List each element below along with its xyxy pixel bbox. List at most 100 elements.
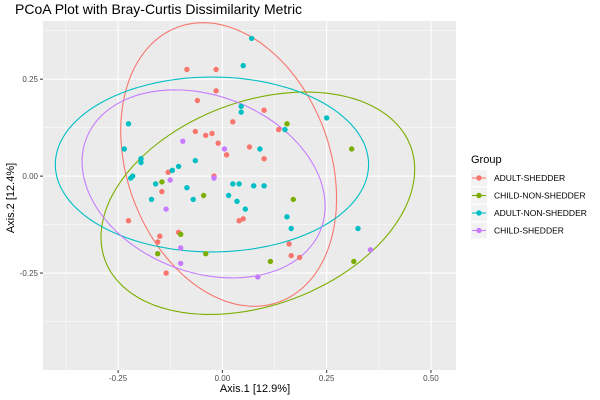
point-adult-non-shedder — [148, 196, 155, 203]
point-adult-non-shedder — [192, 157, 198, 164]
x-tick-label: 0.25 — [319, 374, 335, 383]
point-child-shedder — [180, 138, 186, 144]
point-adult-non-shedder — [234, 198, 240, 204]
point-adult-non-shedder — [284, 214, 290, 220]
point-adult-shedder — [194, 97, 201, 104]
y-axis-ticks: -0.25 0.00 0.25 — [20, 75, 43, 278]
point-adult-shedder — [203, 132, 209, 139]
point-adult-non-shedder — [230, 181, 236, 187]
point-child-non-shedder — [159, 179, 165, 185]
point-adult-shedder — [296, 254, 303, 261]
point-adult-non-shedder — [240, 62, 246, 69]
point-adult-shedder — [125, 218, 132, 224]
point-adult-non-shedder — [324, 115, 330, 121]
point-adult-shedder — [240, 216, 246, 222]
point-adult-shedder — [236, 218, 242, 224]
point-adult-non-shedder — [248, 35, 255, 42]
legend-label: ADULT-SHEDDER — [494, 173, 565, 183]
point-adult-shedder — [230, 119, 236, 125]
point-child-non-shedder — [349, 146, 355, 152]
chart-title: PCoA Plot with Bray-Curtis Dissimilarity… — [15, 1, 302, 17]
y-tick-label: 0.25 — [22, 75, 38, 84]
point-child-shedder — [221, 146, 228, 152]
point-adult-non-shedder — [175, 163, 182, 170]
point-adult-shedder — [215, 140, 221, 146]
point-adult-non-shedder — [121, 146, 128, 152]
point-adult-shedder — [184, 66, 190, 73]
point-adult-non-shedder — [138, 159, 144, 166]
legend-label: ADULT-NON-SHEDDER — [494, 208, 587, 218]
legend-title: Group — [471, 154, 502, 166]
point-adult-shedder — [261, 107, 267, 113]
legend-key-point — [476, 210, 482, 216]
x-axis-title: Axis.1 [12.9%] — [220, 383, 290, 395]
point-adult-non-shedder — [288, 225, 294, 232]
point-adult-non-shedder — [184, 185, 190, 191]
point-child-shedder — [211, 175, 217, 181]
ellipse-child-shedder — [81, 89, 326, 279]
point-adult-shedder — [155, 239, 161, 245]
legend-key-point — [476, 175, 482, 181]
point-adult-shedder — [209, 130, 215, 137]
point-adult-non-shedder — [138, 156, 144, 162]
point-adult-shedder — [276, 126, 282, 133]
legend-key-point — [476, 227, 482, 234]
point-adult-non-shedder — [257, 146, 263, 152]
point-child-shedder — [167, 177, 173, 183]
point-adult-non-shedder — [225, 192, 232, 199]
point-adult-non-shedder — [238, 109, 244, 115]
legend-label: CHILD-SHEDDER — [494, 226, 564, 236]
data-points — [121, 35, 374, 280]
x-tick-label: 0.00 — [215, 374, 231, 383]
point-adult-non-shedder — [261, 183, 267, 189]
point-child-shedder — [178, 260, 184, 267]
point-adult-shedder — [223, 152, 230, 158]
y-tick-label: 0.00 — [22, 172, 38, 181]
point-adult-non-shedder — [236, 181, 242, 187]
point-child-non-shedder — [200, 192, 207, 199]
point-child-non-shedder — [267, 258, 274, 265]
point-adult-non-shedder — [282, 126, 288, 133]
point-child-shedder — [163, 206, 169, 212]
point-child-non-shedder — [290, 196, 296, 203]
point-adult-non-shedder — [152, 181, 159, 187]
x-axis-ticks: -0.25 0.00 0.25 0.50 — [109, 370, 439, 383]
point-child-non-shedder — [351, 258, 357, 265]
major-grid — [43, 21, 456, 370]
point-child-shedder — [367, 247, 374, 253]
point-adult-shedder — [213, 66, 219, 73]
legend-label: CHILD-NON-SHEDDER — [494, 191, 586, 201]
point-adult-shedder — [165, 169, 171, 175]
point-adult-shedder — [192, 128, 198, 135]
point-adult-shedder — [163, 270, 169, 276]
point-adult-shedder — [157, 233, 163, 239]
plot-panel — [43, 21, 456, 370]
point-adult-non-shedder — [190, 196, 196, 203]
legend-key-point — [476, 192, 482, 199]
point-adult-non-shedder — [127, 175, 134, 181]
point-adult-shedder — [213, 88, 219, 94]
point-adult-non-shedder — [125, 121, 132, 127]
x-tick-label: -0.25 — [109, 374, 128, 383]
point-child-shedder — [255, 274, 261, 280]
point-adult-shedder — [288, 252, 294, 259]
y-axis-title: Axis.2 [12.4%] — [5, 163, 17, 233]
ellipse-adult-shedder — [120, 22, 338, 307]
point-child-non-shedder — [203, 251, 209, 257]
point-child-non-shedder — [155, 251, 161, 257]
point-adult-shedder — [159, 188, 165, 195]
point-child-non-shedder — [284, 121, 290, 127]
point-adult-non-shedder — [355, 225, 361, 232]
point-adult-shedder — [246, 144, 253, 150]
y-tick-label: -0.25 — [20, 269, 39, 278]
point-adult-non-shedder — [242, 206, 248, 212]
ellipse-adult-non-shedder — [54, 76, 370, 253]
legend: Group ADULT-SHEDDER CHILD-NON-SHEDDER ADUL… — [471, 154, 587, 239]
point-adult-non-shedder — [238, 103, 244, 110]
point-adult-shedder — [286, 241, 292, 247]
point-child-shedder — [178, 245, 184, 251]
x-tick-label: 0.50 — [423, 374, 439, 383]
point-adult-non-shedder — [169, 167, 175, 173]
point-adult-non-shedder — [251, 183, 257, 189]
